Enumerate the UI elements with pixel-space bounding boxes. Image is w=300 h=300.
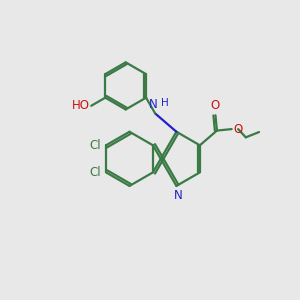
Text: Cl: Cl <box>89 166 101 179</box>
Text: HO: HO <box>72 99 90 112</box>
Text: N: N <box>149 98 158 111</box>
Text: O: O <box>211 99 220 112</box>
Text: N: N <box>173 190 182 202</box>
Text: H: H <box>160 98 168 108</box>
Text: Cl: Cl <box>89 139 101 152</box>
Text: O: O <box>233 123 243 136</box>
